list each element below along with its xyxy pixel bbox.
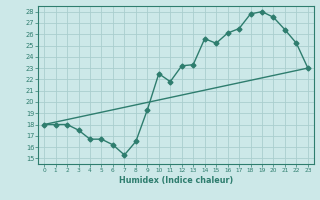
X-axis label: Humidex (Indice chaleur): Humidex (Indice chaleur) — [119, 176, 233, 185]
